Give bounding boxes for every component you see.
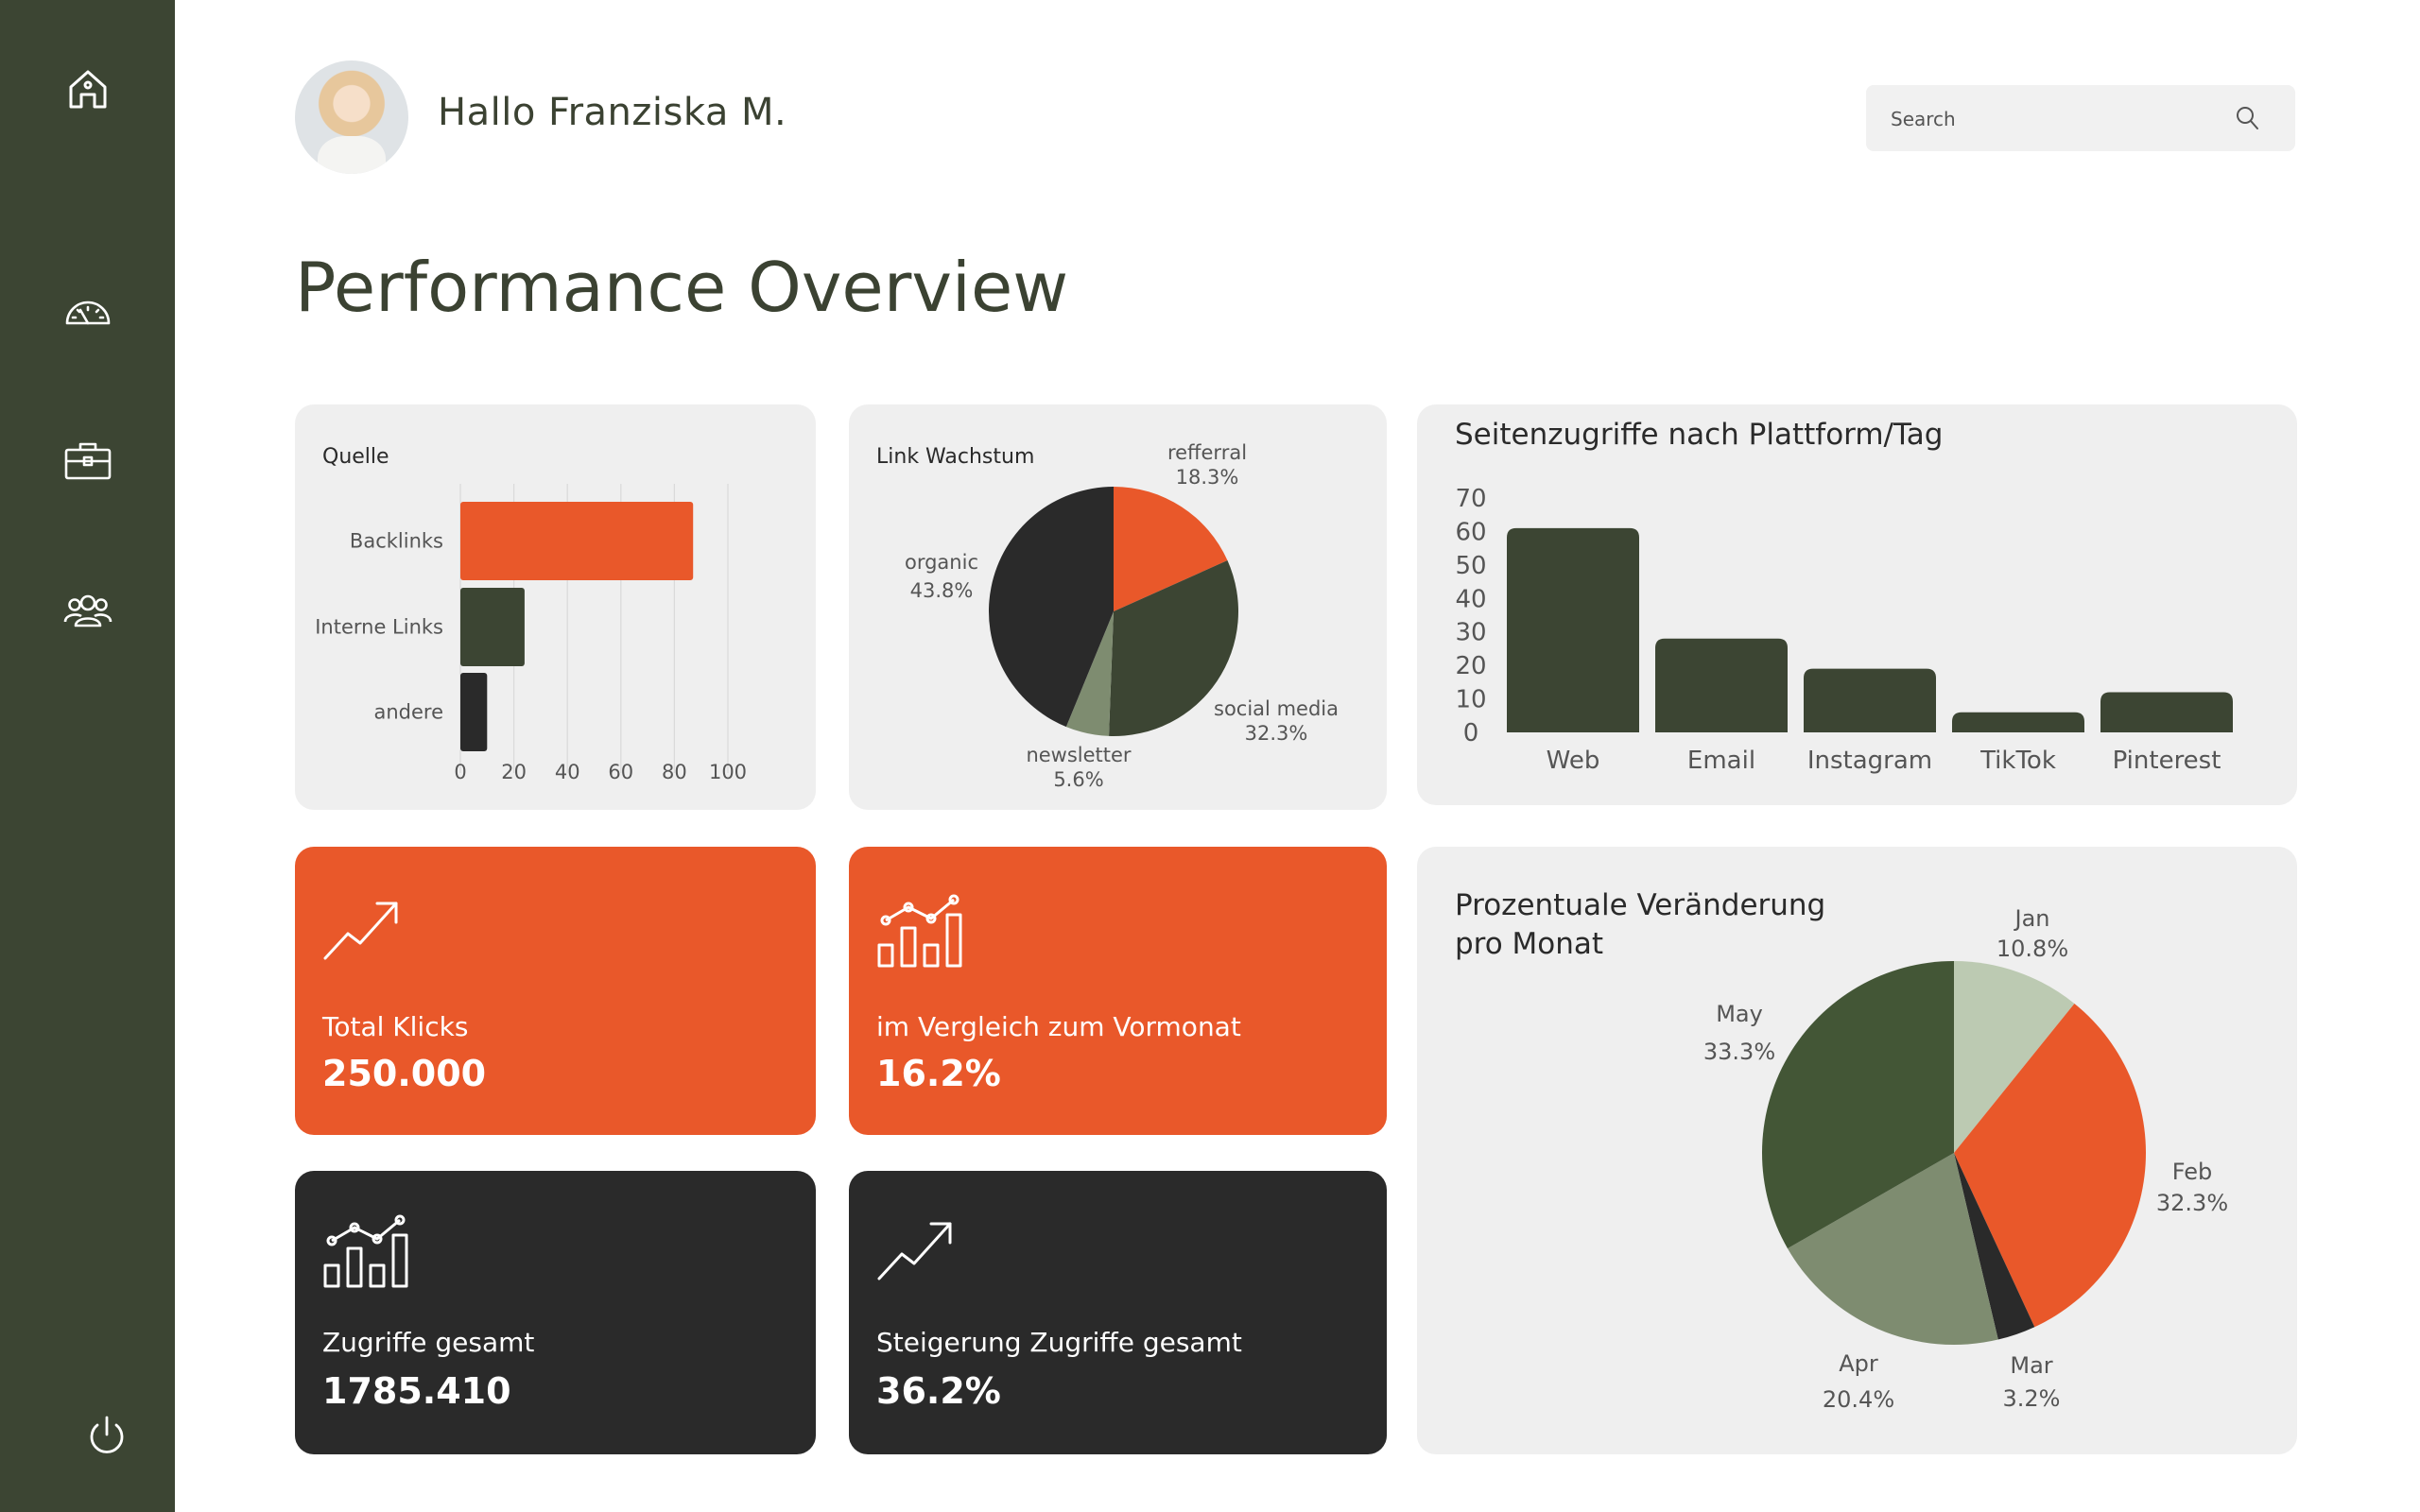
search-icon[interactable] bbox=[2233, 104, 2261, 132]
slice-label: social media bbox=[1214, 697, 1339, 720]
search-input[interactable] bbox=[1889, 85, 2214, 153]
pie-slice-newsletter bbox=[1065, 611, 1114, 736]
stat-access-increase[interactable]: Steigerung Zugriffe gesamt 36.2% bbox=[849, 1171, 1387, 1454]
pie-slice-organic bbox=[989, 487, 1114, 728]
monthly-change-pie-chart: Prozentuale Veränderung pro Monat Jan 10… bbox=[1455, 888, 2228, 1413]
category-label: andere bbox=[373, 701, 443, 724]
monthly-change-chart-card: Prozentuale Veränderung pro Monat Jan 10… bbox=[1417, 847, 2297, 1454]
source-bar-chart: Quelle Backlinks Interne Links andere 0 … bbox=[315, 445, 747, 783]
stat-value: 16.2% bbox=[876, 1053, 1001, 1094]
bar-interne-links bbox=[460, 588, 525, 666]
tick-label: 20 bbox=[501, 761, 527, 783]
stat-value: 36.2% bbox=[876, 1370, 1001, 1412]
category-label: Instagram bbox=[1807, 747, 1932, 775]
slice-value: 18.3% bbox=[1176, 466, 1239, 489]
greeting: Hallo Franziska M. bbox=[438, 91, 787, 134]
stat-value: 250.000 bbox=[322, 1053, 487, 1094]
slice-value: 20.4% bbox=[1823, 1386, 1894, 1413]
link-growth-chart-card: Link Wachstum refferral 18.3% social med… bbox=[849, 404, 1387, 810]
home-icon[interactable] bbox=[63, 64, 112, 113]
pie-slice-social-media bbox=[1109, 560, 1238, 736]
trend-up-icon bbox=[877, 1222, 952, 1280]
chart-title: Seitenzugriffe nach Plattform/Tag bbox=[1455, 418, 1943, 452]
trend-up-icon bbox=[323, 902, 398, 960]
slice-label: refferral bbox=[1167, 441, 1247, 464]
tick-label: 80 bbox=[662, 761, 687, 783]
category-label: Pinterest bbox=[2113, 747, 2221, 775]
avatar[interactable] bbox=[295, 60, 408, 174]
pie-slice-refferral bbox=[1114, 487, 1228, 611]
chart-title-line-2: pro Monat bbox=[1455, 927, 1603, 961]
tick-label: 100 bbox=[709, 761, 747, 783]
tick-label: 0 bbox=[454, 761, 466, 783]
slice-value: 43.8% bbox=[910, 579, 974, 602]
slice-value: 33.3% bbox=[1703, 1039, 1775, 1065]
pie-slice-mar bbox=[1954, 1153, 2035, 1340]
bar-line-chart-icon bbox=[877, 894, 962, 968]
stat-value: 1785.410 bbox=[322, 1370, 511, 1412]
pie-slice-may bbox=[1762, 961, 1954, 1249]
briefcase-icon[interactable] bbox=[63, 437, 112, 486]
y-tick-label: 40 bbox=[1455, 585, 1486, 613]
slice-value: 32.3% bbox=[1245, 722, 1308, 745]
stat-total-access[interactable]: Zugriffe gesamt 1785.410 bbox=[295, 1171, 816, 1454]
slice-value: 32.3% bbox=[2156, 1190, 2228, 1216]
slice-label: Apr bbox=[1839, 1350, 1878, 1377]
slice-label: newsletter bbox=[1026, 744, 1131, 766]
slice-label: Feb bbox=[2172, 1159, 2213, 1185]
dashboard-icon[interactable] bbox=[63, 287, 112, 336]
bar-instagram bbox=[1804, 668, 1936, 732]
platform-access-bar-chart: Seitenzugriffe nach Plattform/Tag 70 60 … bbox=[1455, 418, 2233, 775]
users-icon[interactable] bbox=[63, 586, 112, 635]
stat-label: Zugriffe gesamt bbox=[322, 1327, 535, 1358]
y-tick-label: 0 bbox=[1463, 719, 1479, 747]
y-tick-label: 70 bbox=[1455, 485, 1486, 513]
slice-value: 5.6% bbox=[1053, 768, 1103, 791]
search-bar[interactable] bbox=[1866, 85, 2295, 153]
slice-label: Mar bbox=[2010, 1352, 2052, 1379]
slice-label: Jan bbox=[2014, 905, 2050, 932]
y-tick-label: 50 bbox=[1455, 552, 1486, 580]
link-growth-pie-chart: Link Wachstum refferral 18.3% social med… bbox=[876, 441, 1339, 791]
category-label: TikTok bbox=[1979, 747, 2056, 775]
bar-tiktok bbox=[1952, 712, 2084, 732]
bar-email bbox=[1655, 638, 1788, 732]
source-chart-card: Quelle Backlinks Interne Links andere 0 … bbox=[295, 404, 816, 810]
y-tick-label: 20 bbox=[1455, 652, 1486, 680]
slice-label: May bbox=[1716, 1001, 1763, 1027]
tick-label: 40 bbox=[555, 761, 580, 783]
category-label: Email bbox=[1687, 747, 1755, 775]
y-tick-label: 10 bbox=[1455, 686, 1486, 714]
stat-label: Steigerung Zugriffe gesamt bbox=[876, 1327, 1242, 1358]
bar-pinterest bbox=[2100, 692, 2233, 732]
category-label: Backlinks bbox=[350, 530, 443, 553]
sidebar bbox=[0, 0, 175, 1512]
stat-vs-previous-month[interactable]: im Vergleich zum Vormonat 16.2% bbox=[849, 847, 1387, 1135]
stat-total-clicks[interactable]: Total Klicks 250.000 bbox=[295, 847, 816, 1135]
slice-value: 10.8% bbox=[1996, 936, 2068, 962]
slice-value: 3.2% bbox=[2003, 1385, 2061, 1412]
platform-access-chart-card: Seitenzugriffe nach Plattform/Tag 70 60 … bbox=[1417, 404, 2297, 805]
pie-slice-jan bbox=[1954, 961, 2075, 1153]
bar-line-chart-icon bbox=[323, 1214, 408, 1288]
chart-title: Quelle bbox=[322, 445, 389, 469]
chart-title-line-1: Prozentuale Veränderung bbox=[1455, 888, 1825, 922]
chart-title: Link Wachstum bbox=[876, 445, 1034, 469]
y-tick-label: 30 bbox=[1455, 619, 1486, 647]
bar-andere bbox=[460, 673, 488, 751]
bar-web bbox=[1507, 527, 1639, 732]
stat-label: im Vergleich zum Vormonat bbox=[876, 1011, 1241, 1042]
page-title: Performance Overview bbox=[295, 248, 1069, 327]
y-tick-label: 60 bbox=[1455, 518, 1486, 546]
category-label: Web bbox=[1547, 747, 1600, 775]
category-label: Interne Links bbox=[315, 616, 443, 639]
power-icon[interactable] bbox=[82, 1412, 131, 1461]
stat-label: Total Klicks bbox=[322, 1011, 469, 1042]
tick-label: 60 bbox=[608, 761, 633, 783]
bar-backlinks bbox=[460, 502, 694, 580]
slice-label: organic bbox=[905, 551, 978, 574]
pie-slice-apr bbox=[1787, 1153, 1998, 1345]
pie-slice-feb bbox=[1954, 1003, 2146, 1328]
